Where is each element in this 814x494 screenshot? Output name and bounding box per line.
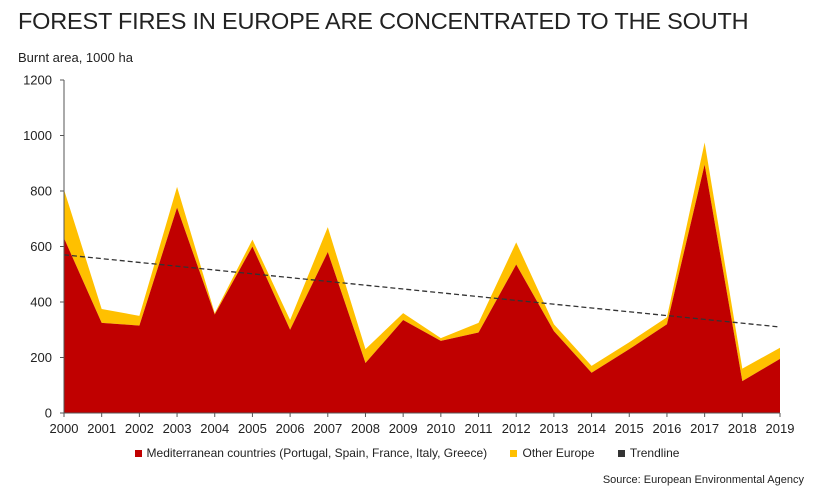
x-tick-label: 2011 bbox=[465, 421, 493, 436]
x-tick-label: 2010 bbox=[426, 421, 455, 436]
y-tick-label: 200 bbox=[30, 350, 52, 365]
legend-swatch-trendline bbox=[617, 450, 625, 457]
x-tick-label: 2004 bbox=[200, 421, 229, 436]
chart-axes: 0 200 400 600 800 1000 1200 2000 2001 2002 2003 200… bbox=[23, 73, 794, 437]
y-axis-label: Burnt area, 1000 ha bbox=[18, 50, 133, 65]
legend-item-other-europe: Other Europe bbox=[510, 446, 595, 460]
y-tick-label: 1200 bbox=[23, 73, 52, 88]
x-tick-label: 2002 bbox=[125, 421, 154, 436]
y-tick-label: 400 bbox=[30, 295, 52, 310]
x-tick-label: 2019 bbox=[766, 421, 795, 436]
legend-label-trendline: Trendline bbox=[629, 446, 680, 460]
x-tick-label: 2018 bbox=[728, 421, 757, 436]
x-tick-label: 2008 bbox=[351, 421, 380, 436]
legend-label-mediterranean: Mediterranean countries (Portugal, Spain… bbox=[146, 446, 488, 460]
legend-swatch-mediterranean bbox=[134, 450, 142, 457]
x-tick-label: 2014 bbox=[577, 421, 606, 436]
legend-item-mediterranean: Mediterranean countries (Portugal, Spain… bbox=[134, 446, 488, 460]
x-tick-label: 2001 bbox=[87, 421, 116, 436]
x-tick-label: 2000 bbox=[50, 421, 79, 436]
y-tick-label: 0 bbox=[45, 406, 52, 421]
area-mediterranean bbox=[64, 164, 780, 413]
chart-legend: Mediterranean countries (Portugal, Spain… bbox=[0, 446, 814, 460]
legend-swatch-other-europe bbox=[510, 450, 518, 457]
x-tick-label: 2006 bbox=[276, 421, 305, 436]
legend-label-other-europe: Other Europe bbox=[522, 446, 595, 460]
x-tick-label: 2005 bbox=[238, 421, 267, 436]
x-tick-label: 2017 bbox=[690, 421, 719, 436]
chart-title: FOREST FIRES IN EUROPE ARE CONCENTRATED … bbox=[18, 8, 749, 34]
y-tick-label: 600 bbox=[30, 239, 52, 254]
x-tick-label: 2003 bbox=[163, 421, 192, 436]
x-tick-label: 2009 bbox=[389, 421, 418, 436]
y-tick-label: 800 bbox=[30, 184, 52, 199]
area-other-europe bbox=[64, 142, 780, 382]
x-tick-label: 2015 bbox=[615, 421, 644, 436]
chart-areas bbox=[64, 142, 780, 413]
y-tick-label: 1000 bbox=[23, 128, 52, 143]
x-tick-label: 2013 bbox=[539, 421, 568, 436]
source-note: Source: European Environmental Agency bbox=[602, 474, 804, 486]
x-tick-label: 2016 bbox=[652, 421, 681, 436]
x-tick-label: 2012 bbox=[502, 421, 531, 436]
x-tick-label: 2007 bbox=[313, 421, 342, 436]
legend-item-trendline: Trendline bbox=[617, 446, 680, 460]
